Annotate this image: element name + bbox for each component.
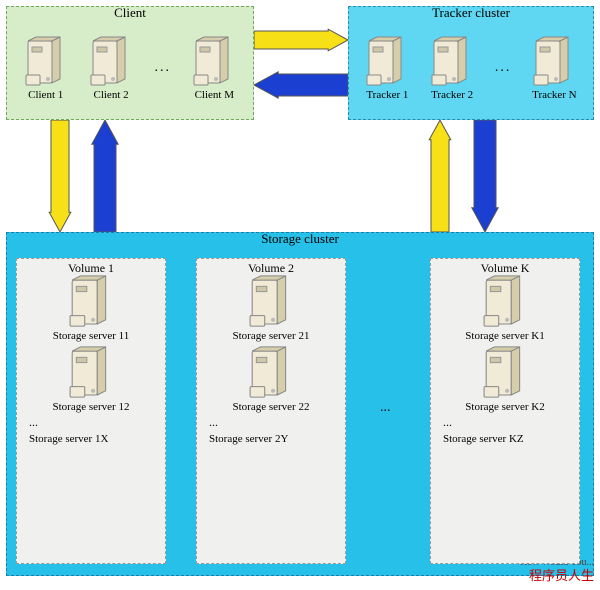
tracker-label: Tracker 2 (431, 89, 473, 101)
client-label: Client 2 (93, 89, 128, 101)
storage-server: Storage server K2 (465, 344, 544, 413)
storage-server-label: Storage server K2 (465, 401, 544, 413)
volume-box: Volume 2 Storage server 21 Storage serve… (196, 258, 346, 564)
storage-server-label: Storage server 11 (53, 330, 130, 342)
arrow-blue (472, 120, 498, 232)
client-label: Client M (195, 89, 234, 101)
storage-server-label: Storage server 12 (53, 401, 130, 413)
storage-server-label: Storage server 1X (29, 433, 108, 445)
volume-box: Volume 1 Storage server 11 Storage serve… (16, 258, 166, 564)
ellipsis: ... (380, 400, 391, 416)
volume-box: Volume K Storage server K1 Storage serve… (430, 258, 580, 564)
storage-server-label: Storage server 2Y (209, 433, 288, 445)
tracker-cluster-title: Tracker cluster (432, 5, 510, 21)
tracker-server: Tracker 1 (365, 35, 409, 101)
arrow-yellow (254, 29, 348, 51)
storage-server-label: Storage server K1 (465, 330, 544, 342)
arrow-blue (254, 72, 348, 98)
arrow-yellow (429, 120, 451, 232)
storage-server: Storage server 21 (233, 273, 310, 342)
storage-server: Storage server 11 (53, 273, 130, 342)
tracker-label: Tracker 1 (366, 89, 408, 101)
tracker-cluster: Tracker cluster Tracker 1 Tracker 2... T… (348, 6, 594, 120)
storage-server-label: Storage server 21 (233, 330, 310, 342)
client-cluster: Client Client 1 Client 2... Client M (6, 6, 254, 120)
storage-server: Storage server 22 (233, 344, 310, 413)
client-cluster-title: Client (114, 5, 146, 21)
ellipsis: ... (443, 415, 452, 430)
client-server: Client 2 (89, 35, 133, 101)
arrow-yellow (49, 120, 71, 232)
client-server: Client M (192, 35, 236, 101)
storage-server-label: Storage server 22 (233, 401, 310, 413)
storage-cluster-title: Storage cluster (261, 231, 339, 247)
tracker-server: Tracker 2 (430, 35, 474, 101)
client-server: Client 1 (24, 35, 68, 101)
client-label: Client 1 (28, 89, 63, 101)
tracker-label: Tracker N (532, 89, 577, 101)
tracker-server: Tracker N (532, 35, 577, 101)
arrow-blue (92, 120, 118, 232)
ellipsis: ... (29, 415, 38, 430)
volume-title: Volume 1 (68, 261, 114, 276)
ellipsis: ... (495, 60, 512, 76)
volume-title: Volume 2 (248, 261, 294, 276)
storage-server-label: Storage server KZ (443, 433, 524, 445)
volume-title: Volume K (481, 261, 530, 276)
storage-server: Storage server 12 (53, 344, 130, 413)
storage-server: Storage server K1 (465, 273, 544, 342)
ellipsis: ... (209, 415, 218, 430)
ellipsis: ... (154, 60, 171, 76)
